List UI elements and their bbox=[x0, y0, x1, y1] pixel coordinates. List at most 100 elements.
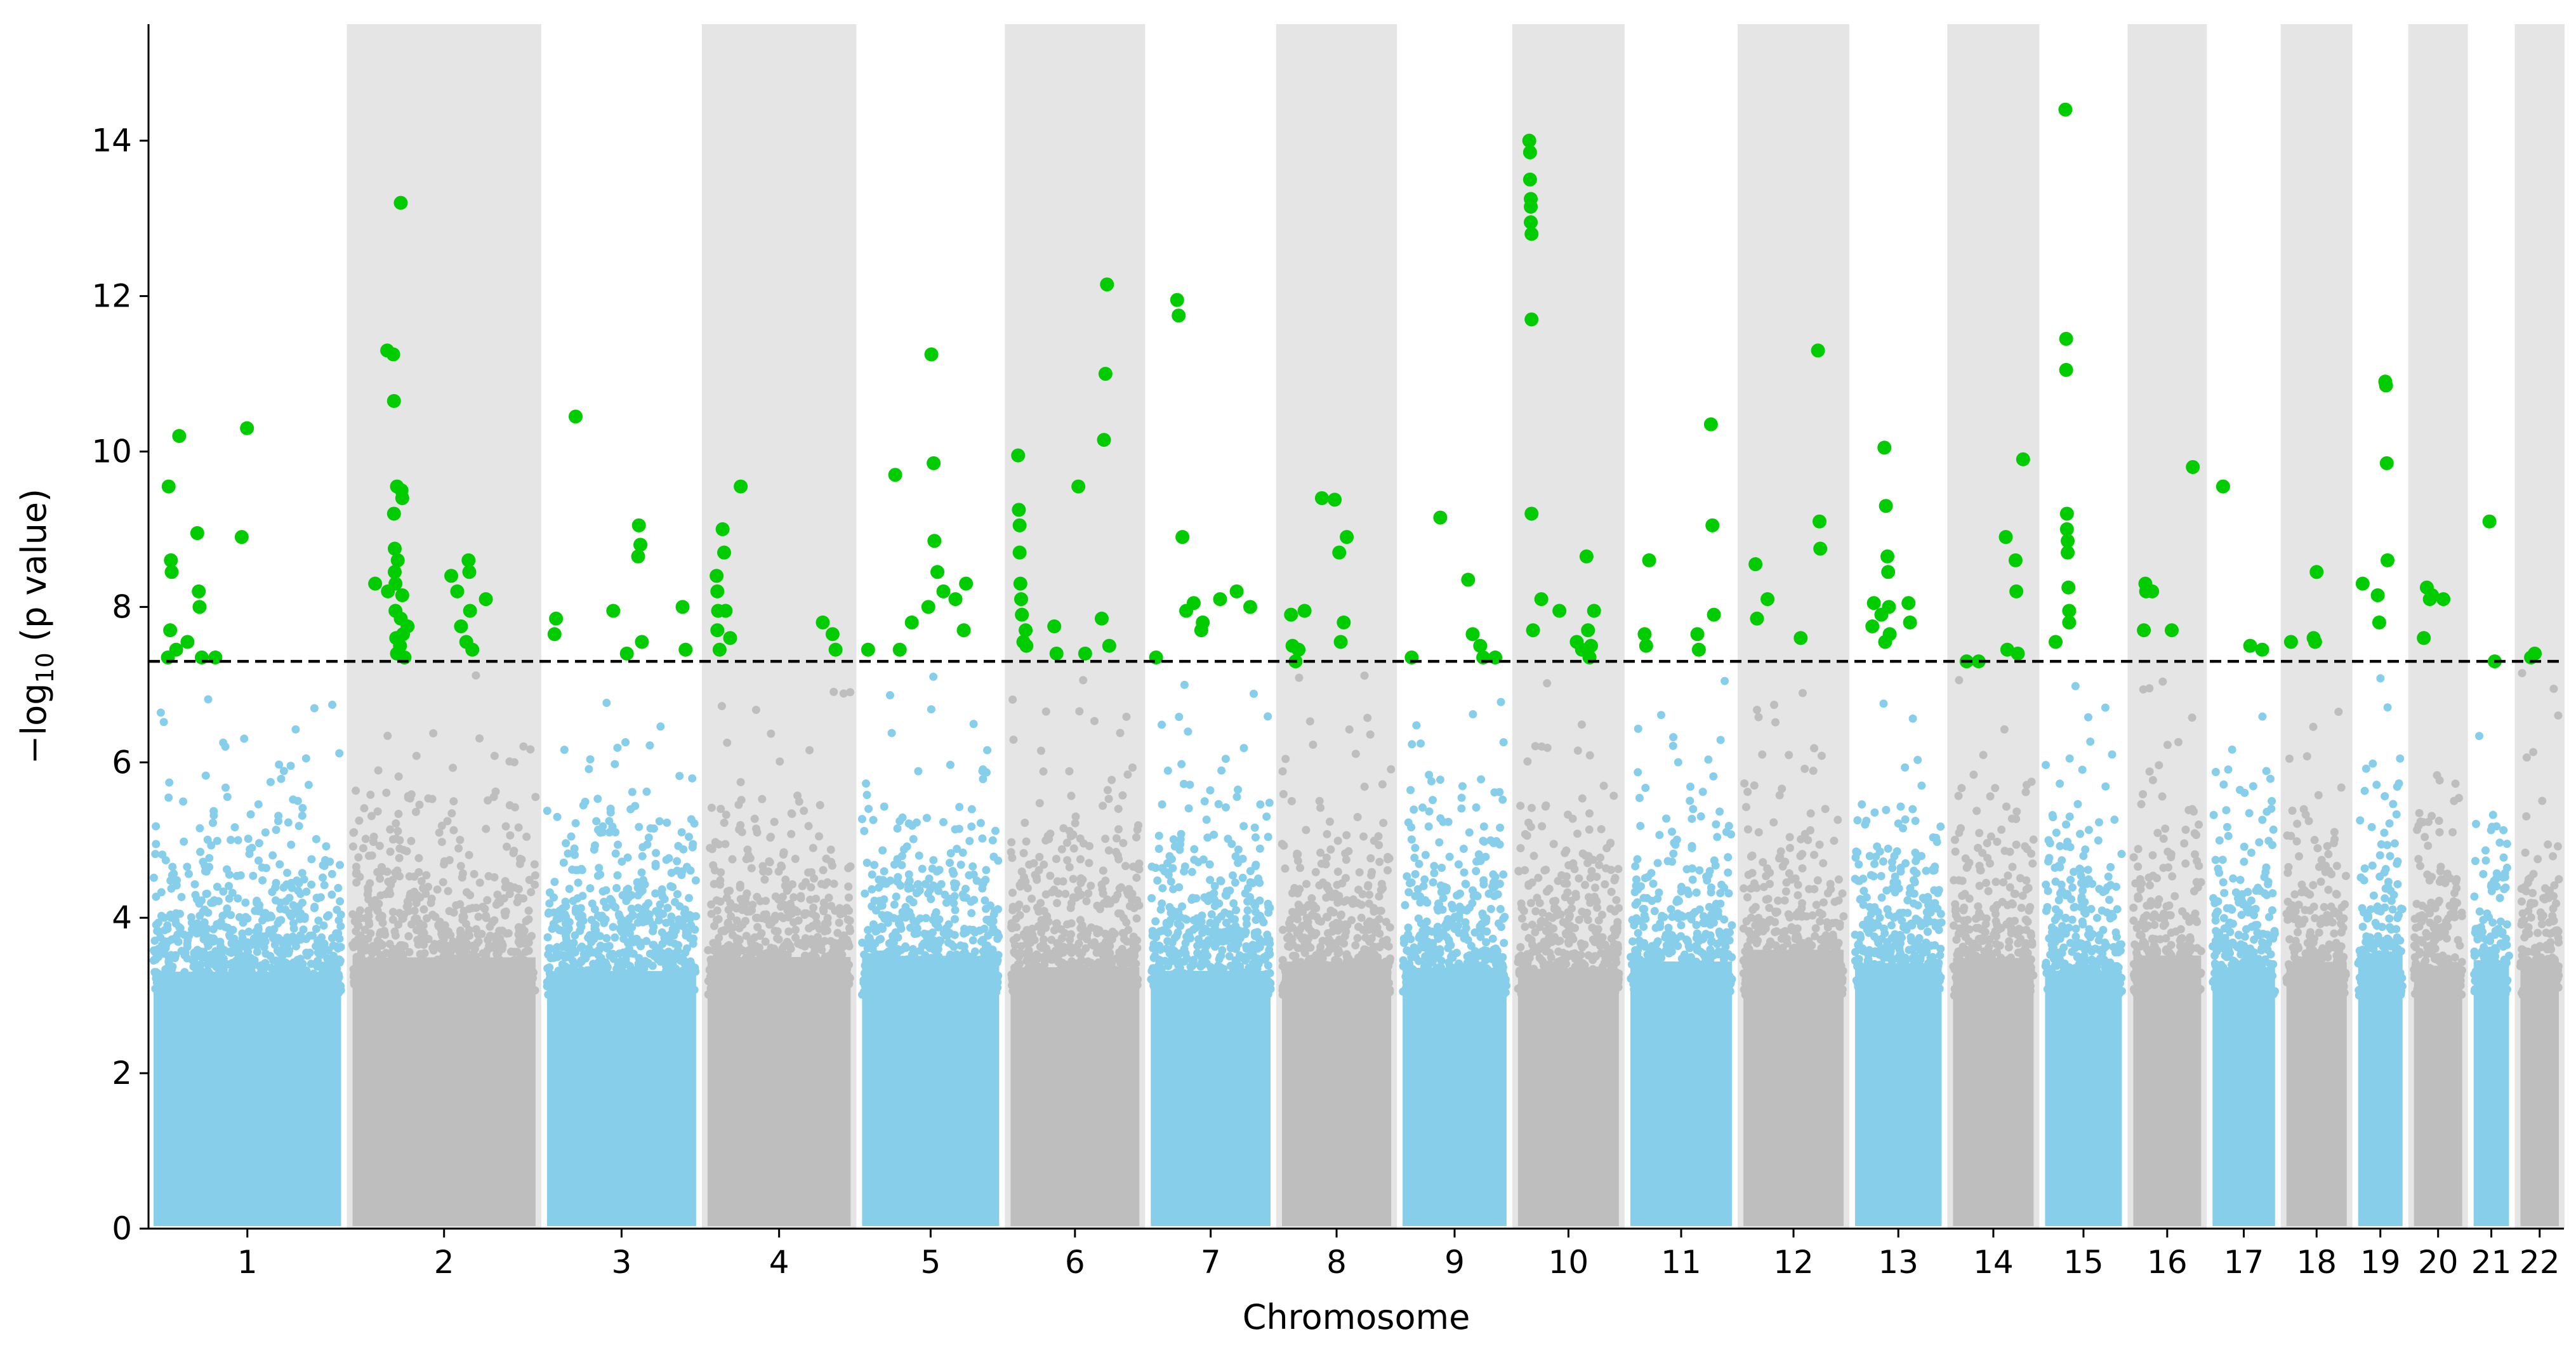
association-point bbox=[1112, 834, 1121, 843]
association-point bbox=[1224, 835, 1232, 843]
association-point bbox=[717, 702, 726, 711]
association-point bbox=[1123, 770, 1132, 779]
association-point bbox=[468, 904, 477, 913]
association-point bbox=[637, 868, 646, 877]
association-point bbox=[786, 941, 795, 950]
association-point bbox=[419, 921, 428, 930]
association-point bbox=[1177, 829, 1186, 838]
association-point bbox=[168, 965, 176, 974]
association-point bbox=[375, 913, 384, 922]
association-point bbox=[1309, 966, 1318, 975]
association-point bbox=[1099, 889, 1107, 898]
association-point bbox=[552, 915, 561, 924]
association-point bbox=[666, 983, 675, 992]
association-point bbox=[1158, 884, 1167, 893]
association-point bbox=[747, 939, 756, 947]
association-point bbox=[202, 934, 211, 943]
association-point bbox=[1220, 991, 1229, 1000]
association-point bbox=[327, 890, 336, 899]
association-point bbox=[880, 802, 888, 811]
association-point bbox=[1366, 730, 1375, 739]
association-point bbox=[1279, 925, 1288, 934]
association-point bbox=[876, 899, 885, 908]
association-point bbox=[301, 754, 310, 763]
association-point bbox=[1093, 901, 1102, 910]
association-point bbox=[955, 803, 964, 812]
association-point bbox=[983, 746, 992, 755]
association-point bbox=[1124, 890, 1133, 899]
association-point bbox=[784, 907, 793, 916]
association-point bbox=[600, 961, 609, 970]
association-point bbox=[679, 845, 688, 854]
association-point bbox=[952, 952, 961, 961]
association-point bbox=[289, 978, 298, 987]
association-point bbox=[713, 939, 722, 948]
association-point bbox=[497, 989, 506, 998]
association-point bbox=[1180, 867, 1189, 876]
association-point bbox=[982, 768, 991, 777]
association-point bbox=[275, 760, 284, 769]
association-point bbox=[770, 972, 779, 980]
association-point bbox=[192, 950, 201, 959]
association-point bbox=[1243, 883, 1252, 892]
association-point bbox=[299, 976, 308, 985]
association-point bbox=[321, 986, 330, 994]
association-point bbox=[901, 942, 910, 951]
association-point bbox=[253, 935, 261, 944]
association-point bbox=[1359, 925, 1368, 934]
association-point bbox=[773, 927, 782, 936]
association-point bbox=[1217, 766, 1226, 775]
association-point bbox=[636, 963, 645, 972]
association-point bbox=[1309, 740, 1318, 749]
association-point bbox=[1325, 817, 1334, 826]
association-point bbox=[1187, 895, 1196, 904]
association-point bbox=[673, 857, 682, 866]
association-point bbox=[374, 956, 383, 965]
association-point bbox=[902, 842, 911, 851]
association-point bbox=[1347, 970, 1356, 979]
association-point bbox=[1127, 981, 1136, 990]
association-point bbox=[527, 932, 536, 941]
association-point bbox=[1279, 789, 1288, 798]
association-point bbox=[1163, 766, 1172, 775]
association-point bbox=[631, 802, 640, 810]
association-point bbox=[606, 895, 615, 904]
association-point bbox=[522, 966, 531, 975]
association-point bbox=[946, 760, 954, 769]
association-point bbox=[307, 880, 316, 889]
association-point bbox=[885, 691, 894, 700]
association-point bbox=[1061, 979, 1070, 988]
association-point bbox=[395, 854, 404, 862]
association-point bbox=[553, 942, 562, 951]
association-point bbox=[1182, 932, 1191, 941]
association-point bbox=[205, 969, 214, 978]
association-point bbox=[435, 986, 444, 994]
association-point bbox=[687, 921, 696, 930]
association-point bbox=[812, 918, 821, 927]
association-point bbox=[1015, 953, 1024, 961]
association-point bbox=[714, 914, 723, 923]
association-point bbox=[1248, 986, 1257, 994]
association-point bbox=[1172, 932, 1181, 940]
association-point bbox=[1246, 893, 1255, 902]
association-point bbox=[1238, 953, 1246, 962]
association-point bbox=[779, 942, 788, 951]
association-point bbox=[1283, 934, 1291, 942]
association-point bbox=[514, 823, 523, 832]
association-point bbox=[906, 968, 915, 977]
association-point bbox=[1256, 800, 1265, 809]
association-point bbox=[588, 899, 597, 908]
association-point bbox=[545, 888, 554, 897]
association-point bbox=[322, 842, 331, 851]
association-point bbox=[198, 982, 207, 991]
association-point bbox=[663, 818, 671, 827]
association-point bbox=[419, 937, 428, 946]
association-point bbox=[721, 840, 730, 848]
association-point bbox=[531, 880, 539, 889]
association-point bbox=[611, 849, 620, 858]
association-point bbox=[1046, 871, 1055, 880]
association-point bbox=[1067, 791, 1076, 800]
association-point bbox=[439, 878, 447, 887]
association-point bbox=[690, 986, 699, 994]
association-point bbox=[234, 894, 242, 903]
